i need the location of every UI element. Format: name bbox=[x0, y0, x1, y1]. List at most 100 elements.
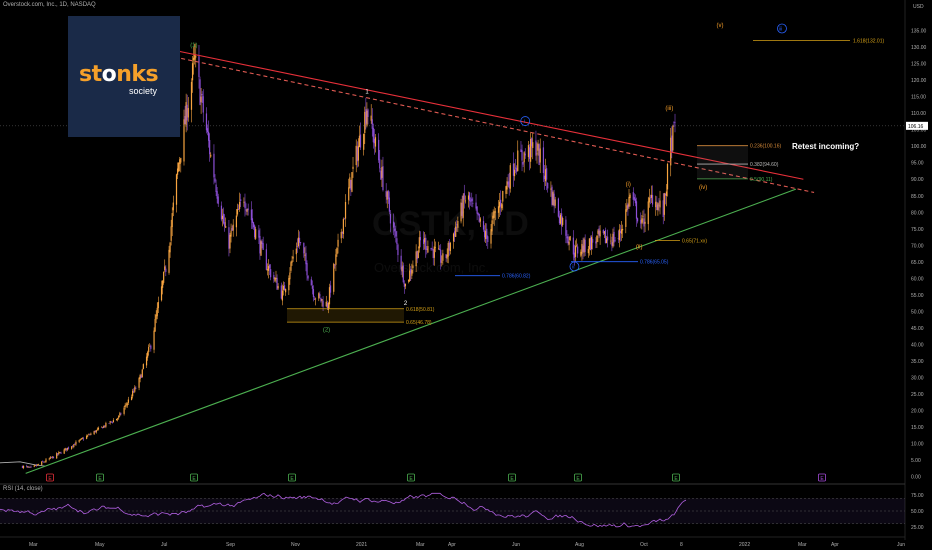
candle-body bbox=[663, 193, 665, 215]
candle-body bbox=[102, 427, 104, 429]
candle-body bbox=[643, 218, 645, 227]
candle-body bbox=[437, 248, 440, 250]
candle-body bbox=[557, 198, 560, 217]
candle-body bbox=[22, 465, 25, 468]
candle-body bbox=[154, 318, 156, 332]
y-tick-label: 90.00 bbox=[911, 177, 924, 183]
candle-body bbox=[135, 387, 137, 389]
candle-body bbox=[613, 231, 615, 243]
y-tick-label: 75.00 bbox=[911, 227, 924, 233]
earnings-marker bbox=[407, 473, 415, 482]
candle-body bbox=[127, 399, 129, 403]
candle-body bbox=[139, 374, 141, 379]
candle-body bbox=[141, 369, 143, 377]
candle-body bbox=[502, 190, 504, 202]
candle-body bbox=[364, 111, 366, 134]
candle-body bbox=[460, 202, 462, 222]
candle-body bbox=[636, 218, 639, 222]
fib-level-label: 0.236(100.16) bbox=[750, 144, 781, 150]
candle-body bbox=[239, 201, 241, 209]
candle-body bbox=[604, 229, 607, 244]
candle-body bbox=[178, 162, 180, 172]
earnings-marker-label: E bbox=[674, 476, 678, 482]
candle-body bbox=[169, 242, 171, 253]
candle-body bbox=[411, 269, 413, 276]
x-tick-label: Jul bbox=[161, 542, 167, 548]
candle-body bbox=[270, 269, 272, 278]
candle-body bbox=[374, 137, 377, 147]
candle-body bbox=[618, 229, 620, 241]
candle-body bbox=[445, 254, 447, 258]
candle-body bbox=[352, 166, 354, 169]
candle-body bbox=[333, 263, 335, 292]
candle-body bbox=[191, 63, 194, 81]
candle-body bbox=[529, 139, 532, 162]
candle-body bbox=[493, 211, 495, 218]
candle-body bbox=[170, 226, 172, 241]
candle-body bbox=[449, 242, 451, 251]
candle-body bbox=[214, 178, 216, 182]
candle-body bbox=[201, 93, 203, 96]
candle-body bbox=[258, 230, 260, 238]
x-tick-label: Sep bbox=[226, 542, 235, 548]
candle-body bbox=[81, 438, 83, 439]
wave-label: (iv) bbox=[699, 185, 707, 191]
rsi-tick-label: 25.00 bbox=[911, 525, 924, 531]
candle-body bbox=[27, 466, 29, 468]
candle-body bbox=[335, 254, 337, 265]
candle-body bbox=[523, 152, 525, 163]
candle-body bbox=[580, 251, 582, 256]
candle-body bbox=[455, 226, 457, 237]
candle-body bbox=[425, 237, 427, 250]
candle-body bbox=[441, 261, 443, 263]
candle-body bbox=[132, 390, 134, 397]
logo-wordmark: stonks bbox=[79, 62, 159, 87]
candle-body bbox=[207, 131, 210, 141]
candle-body bbox=[311, 285, 313, 289]
candle-body bbox=[104, 425, 106, 427]
earnings-marker bbox=[96, 473, 104, 482]
candle-body bbox=[565, 219, 567, 236]
candle-body bbox=[617, 238, 619, 239]
candle-body bbox=[544, 169, 547, 182]
candle-body bbox=[483, 230, 486, 238]
candle-body bbox=[155, 314, 157, 320]
earnings-marker bbox=[672, 473, 680, 482]
candle-body bbox=[235, 215, 238, 228]
candle-body bbox=[674, 122, 676, 123]
candle-body bbox=[175, 174, 178, 205]
candle-body bbox=[561, 213, 563, 227]
candle-body bbox=[296, 246, 298, 247]
candle-body bbox=[156, 307, 158, 317]
candle-body bbox=[304, 254, 306, 256]
candle-body bbox=[566, 236, 568, 239]
candle-body bbox=[334, 264, 336, 266]
candle-body bbox=[412, 265, 414, 269]
candle-body bbox=[402, 265, 404, 283]
candle-body bbox=[457, 220, 459, 228]
candle-body bbox=[448, 242, 450, 251]
candle-body bbox=[393, 221, 395, 228]
candle-body bbox=[246, 209, 248, 212]
candle-body bbox=[418, 237, 420, 249]
candle-body bbox=[125, 404, 127, 406]
candle-body bbox=[221, 215, 224, 220]
candle-body bbox=[520, 149, 522, 153]
earnings-marker bbox=[190, 473, 198, 482]
candle-body bbox=[229, 234, 231, 249]
candle-body bbox=[543, 175, 546, 180]
candle-body bbox=[634, 198, 637, 204]
y-tick-label: 10.00 bbox=[911, 442, 924, 448]
candle-body bbox=[74, 444, 76, 445]
candle-body bbox=[185, 102, 187, 127]
candle-body bbox=[506, 181, 508, 190]
candle-body bbox=[28, 467, 30, 468]
candle-body bbox=[389, 214, 392, 224]
candle-body bbox=[431, 248, 433, 249]
earnings-marker bbox=[508, 473, 516, 482]
candle-body bbox=[597, 230, 599, 234]
candle-body bbox=[472, 202, 474, 204]
candle-body bbox=[123, 407, 125, 414]
candle-body bbox=[656, 204, 658, 211]
candle-body bbox=[273, 275, 275, 279]
